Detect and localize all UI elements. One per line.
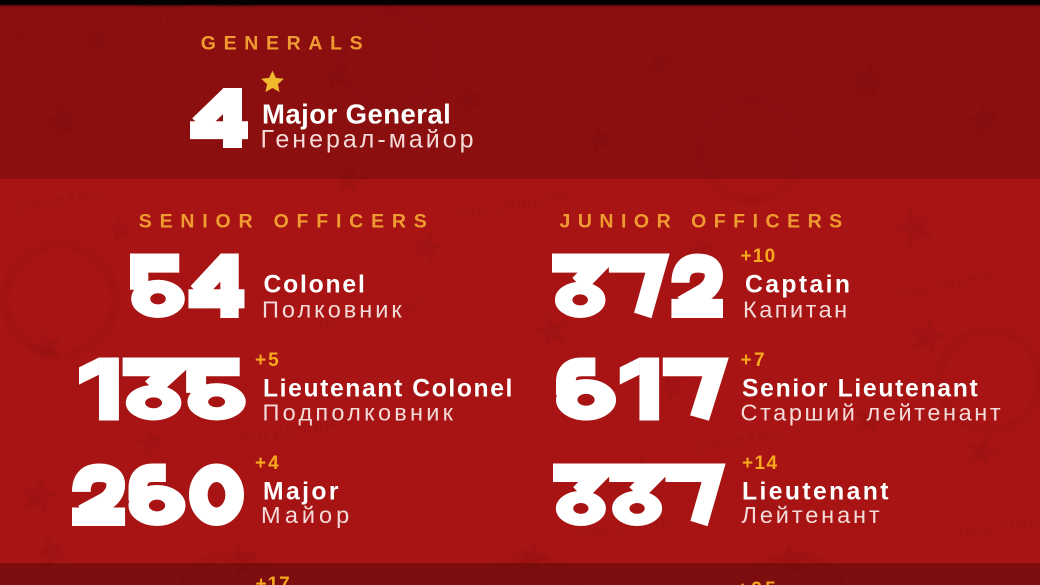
svg-text:Генерал-майор: Генерал-майор (261, 126, 477, 154)
svg-text:+25: +25 (737, 579, 779, 585)
svg-text:Captain: Captain (745, 272, 852, 299)
svg-text:Подполковник: Подполковник (263, 400, 457, 426)
svg-text:JUNIOR OFFICERS: JUNIOR OFFICERS (560, 211, 850, 233)
svg-text:Лейтенант: Лейтенант (742, 502, 883, 528)
svg-text:Майор: Майор (261, 502, 353, 528)
svg-text:Senior Lieutenant: Senior Lieutenant (742, 376, 979, 403)
svg-text:Major: Major (263, 479, 341, 506)
svg-text:+10: +10 (741, 246, 777, 267)
svg-text:Полковник: Полковник (262, 297, 405, 323)
svg-text:Lieutenant: Lieutenant (742, 479, 891, 506)
svg-text:Major General: Major General (262, 99, 451, 130)
svg-text:SENIOR OFFICERS: SENIOR OFFICERS (139, 211, 435, 233)
svg-text:Colonel: Colonel (264, 272, 367, 299)
svg-text:+7: +7 (741, 350, 767, 371)
svg-text:+4: +4 (255, 453, 281, 474)
svg-text:Старший лейтенант: Старший лейтенант (741, 400, 1004, 426)
svg-text:+5: +5 (255, 350, 281, 371)
svg-text:+14: +14 (742, 453, 778, 474)
svg-text:Lieutenant Colonel: Lieutenant Colonel (263, 376, 514, 403)
svg-text:Капитан: Капитан (743, 297, 850, 323)
svg-text:GENERALS: GENERALS (201, 33, 371, 55)
svg-text:+17: +17 (256, 574, 291, 585)
